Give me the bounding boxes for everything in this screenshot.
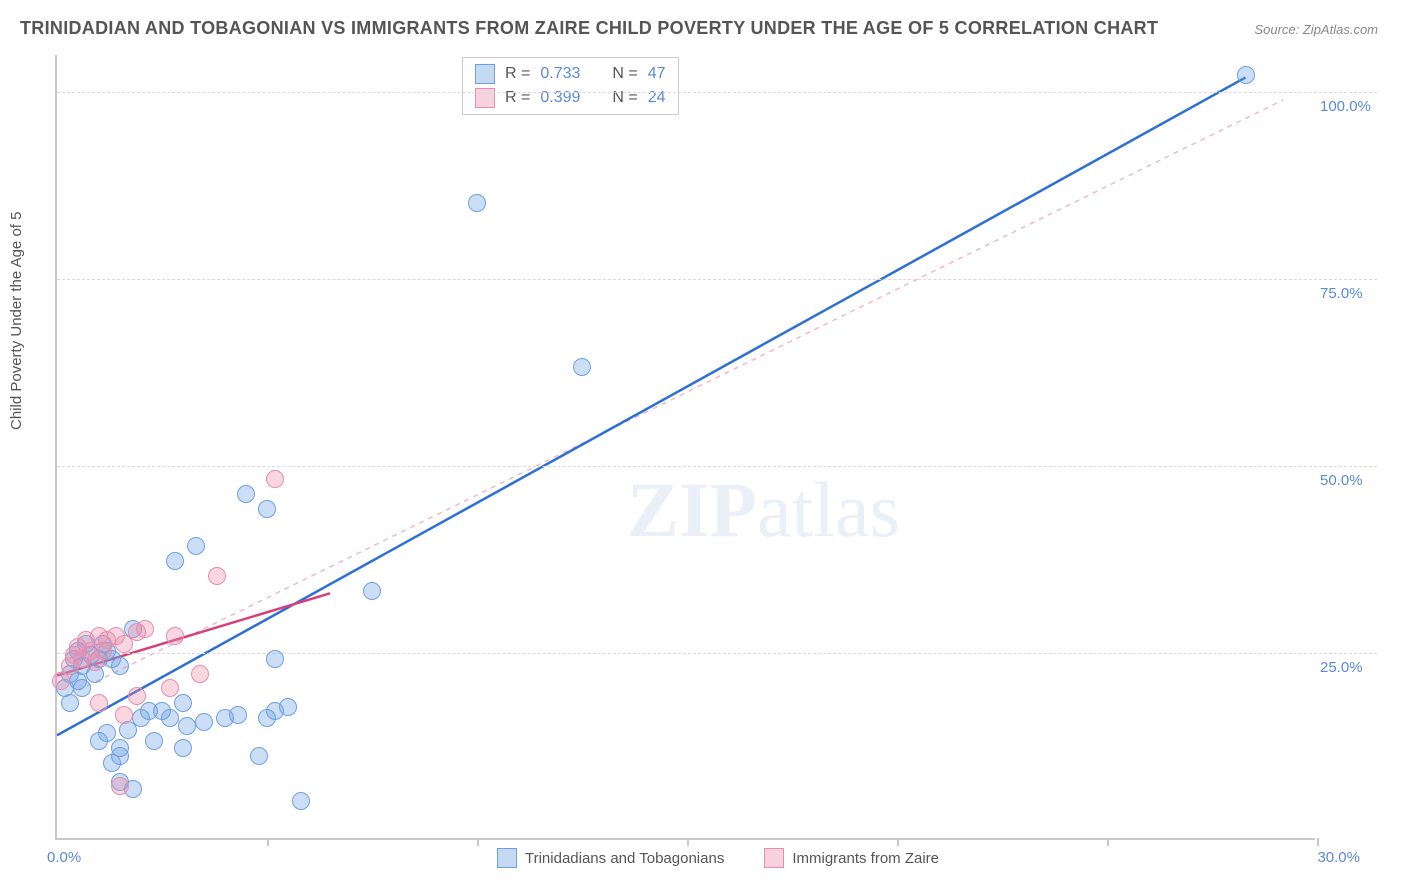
data-point-a <box>258 500 276 518</box>
y-tick-label: 50.0% <box>1320 472 1375 489</box>
gridline <box>57 279 1377 280</box>
trend-line <box>57 77 1246 735</box>
x-tick <box>477 838 479 846</box>
data-point-b <box>128 687 146 705</box>
x-tick <box>897 838 899 846</box>
data-point-b <box>90 694 108 712</box>
data-point-a <box>111 657 129 675</box>
data-point-b <box>266 470 284 488</box>
data-point-b <box>111 777 129 795</box>
trend-line <box>78 100 1283 691</box>
legend-label-a: Trinidadians and Tobagonians <box>525 850 724 867</box>
plot-area: ZIPatlas R = 0.733 N = 47 R = 0.399 N = … <box>55 55 1315 840</box>
x-tick <box>267 838 269 846</box>
series-legend: Trinidadians and Tobagonians Immigrants … <box>497 848 939 868</box>
swatch-icon <box>475 88 495 108</box>
data-point-a <box>250 747 268 765</box>
data-point-a <box>363 582 381 600</box>
data-point-a <box>195 713 213 731</box>
gridline <box>57 92 1377 93</box>
data-point-a <box>178 717 196 735</box>
data-point-a <box>73 679 91 697</box>
watermark-logo: ZIPatlas <box>627 465 900 555</box>
n-label: N = <box>612 65 637 83</box>
data-point-b <box>208 567 226 585</box>
swatch-icon <box>475 64 495 84</box>
data-point-a <box>1237 66 1255 84</box>
y-tick-label: 75.0% <box>1320 285 1375 302</box>
stats-legend: R = 0.733 N = 47 R = 0.399 N = 24 <box>462 57 679 115</box>
data-point-a <box>174 694 192 712</box>
source-attribution: Source: ZipAtlas.com <box>1254 22 1378 37</box>
trend-lines-layer <box>57 55 1315 838</box>
x-tick <box>687 838 689 846</box>
data-point-a <box>187 537 205 555</box>
data-point-a <box>266 650 284 668</box>
data-point-a <box>279 698 297 716</box>
swatch-icon <box>764 848 784 868</box>
legend-label-b: Immigrants from Zaire <box>792 850 939 867</box>
data-point-a <box>229 706 247 724</box>
y-tick-label: 25.0% <box>1320 659 1375 676</box>
data-point-b <box>191 665 209 683</box>
data-point-a <box>237 485 255 503</box>
data-point-b <box>161 679 179 697</box>
data-point-a <box>145 732 163 750</box>
stats-row-series-b: R = 0.399 N = 24 <box>475 86 666 110</box>
n-value-a: 47 <box>648 65 666 83</box>
legend-item-a: Trinidadians and Tobagonians <box>497 848 724 868</box>
stats-row-series-a: R = 0.733 N = 47 <box>475 62 666 86</box>
data-point-b <box>115 706 133 724</box>
data-point-b <box>166 627 184 645</box>
chart-title: TRINIDADIAN AND TOBAGONIAN VS IMMIGRANTS… <box>20 18 1158 39</box>
y-axis-label: Child Poverty Under the Age of 5 <box>8 212 25 430</box>
y-tick-label: 100.0% <box>1320 98 1375 115</box>
gridline <box>57 653 1377 654</box>
data-point-b <box>136 620 154 638</box>
data-point-a <box>161 709 179 727</box>
x-axis-end-label: 30.0% <box>1317 849 1360 866</box>
data-point-a <box>98 724 116 742</box>
x-tick <box>1317 838 1319 846</box>
data-point-a <box>166 552 184 570</box>
legend-item-b: Immigrants from Zaire <box>764 848 939 868</box>
data-point-a <box>174 739 192 757</box>
data-point-a <box>468 194 486 212</box>
data-point-a <box>573 358 591 376</box>
r-label: R = <box>505 65 530 83</box>
r-value-a: 0.733 <box>540 65 580 83</box>
data-point-a <box>61 694 79 712</box>
gridline <box>57 466 1377 467</box>
data-point-a <box>292 792 310 810</box>
x-tick <box>1107 838 1109 846</box>
data-point-a <box>111 747 129 765</box>
x-axis-origin-label: 0.0% <box>47 849 81 866</box>
swatch-icon <box>497 848 517 868</box>
